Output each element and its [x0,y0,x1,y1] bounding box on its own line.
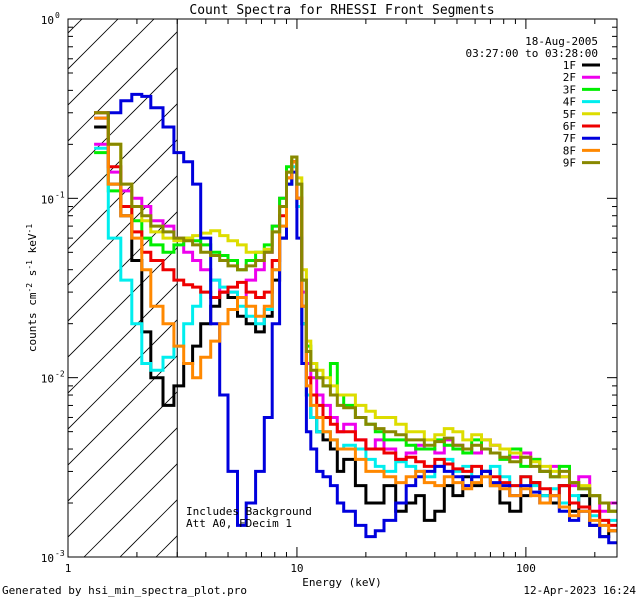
series-line-3F [94,151,617,513]
series-layer [94,92,617,545]
chart-title: Count Spectra for RHESSI Front Segments [189,3,494,18]
hatch-line [68,19,155,106]
y-tick-label: 10 [41,193,54,206]
y-tick-exponent: -3 [55,549,65,558]
x-axis-label: Energy (keV) [302,576,381,589]
legend-label-2F: 2F [563,71,576,84]
x-tick-label: 100 [516,562,536,575]
hatch-line [68,211,178,322]
footer-timestamp: 12-Apr-2023 16:24 [523,584,636,597]
legend-label-1F: 1F [563,59,576,72]
y-tick-exponent: 0 [55,11,60,20]
hatch-line [68,427,178,538]
legend-label-4F: 4F [563,96,576,109]
legend-label-9F: 9F [563,157,576,170]
annotation-background: Includes Background [186,505,312,518]
y-tick-label: 10 [41,373,54,386]
y-tick-label: 10 [41,552,54,565]
series-line-7F [94,92,617,545]
series-line-6F [94,111,617,527]
hatch-line [68,355,178,466]
legend-label-6F: 6F [563,120,576,133]
hatch-line [588,0,640,557]
x-tick-label: 10 [290,562,303,575]
hatch-line [336,0,640,557]
series-line-8F [94,116,617,533]
hatch-line [68,67,178,178]
hatch-line [68,247,178,358]
hatch-line [68,175,178,286]
annotation-attenuator: Att A0, FDecim 1 [186,517,292,530]
date-label: 18-Aug-2005 [525,35,598,48]
hatch-line [444,0,640,557]
legend-label-7F: 7F [563,132,576,145]
hatch-line [68,391,178,502]
y-tick-label: 10 [41,14,54,27]
hatch-line [408,0,640,557]
excluded-region-hatch [68,0,640,557]
legend-label-8F: 8F [563,144,576,157]
hatch-line [624,0,640,557]
plot-frame [67,18,618,558]
legend-label-3F: 3F [563,83,576,96]
footer-generated-by: Generated by hsi_min_spectra_plot.pro [2,584,247,597]
hatch-line [372,0,640,557]
hatch-line [300,0,640,557]
hatch-line [516,0,640,557]
series-line-9F [94,111,617,513]
y-tick-exponent: -2 [55,370,65,379]
hatch-line [68,283,178,394]
y-tick-exponent: -1 [55,190,65,199]
hatch-line [68,31,178,142]
hatch-line [83,463,178,557]
time-range-label: 03:27:00 to 03:28:00 [466,47,598,60]
y-axis-label: counts cm-2 s-1 keV-1 [25,224,39,352]
legend-label-5F: 5F [563,108,576,121]
hatch-line [68,19,83,34]
hatch-line [68,19,119,70]
x-tick-label: 1 [65,562,72,575]
